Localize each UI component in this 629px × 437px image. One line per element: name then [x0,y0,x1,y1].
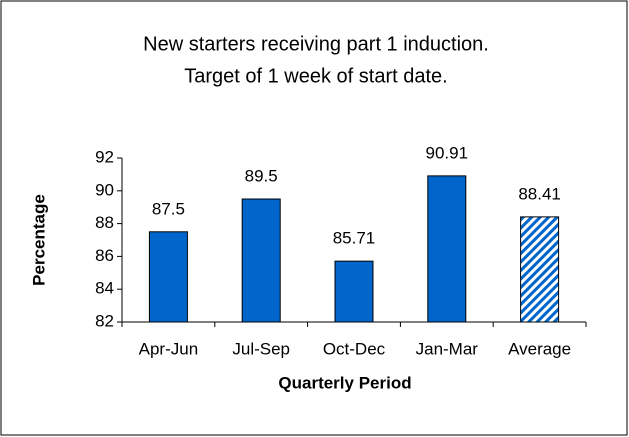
bar [148,231,188,323]
x-tick-label: Jul-Sep [232,339,290,358]
y-tick-label: 90 [95,180,114,199]
y-tick-label: 92 [95,147,114,166]
y-tick-label: 82 [95,311,114,330]
y-tick-label: 86 [95,246,114,265]
bar [520,216,560,323]
x-tick-label: Average [508,339,571,358]
x-tick-label: Oct-Dec [323,339,386,358]
y-tick-label: 84 [95,279,114,298]
bar [427,175,467,323]
data-label: 85.71 [333,229,376,248]
x-tick-label: Apr-Jun [139,339,199,358]
bar [334,260,374,323]
x-tick-label: Jan-Mar [416,339,479,358]
chart-title: Target of 1 week of start date. [184,65,447,87]
data-label: 88.41 [518,184,561,203]
x-axis-title: Quarterly Period [278,373,411,392]
y-axis-title: Percentage [29,194,48,286]
data-label: 90.91 [426,143,469,162]
y-tick-label: 88 [95,213,114,232]
data-label: 87.5 [152,199,185,218]
data-label: 89.5 [245,166,278,185]
bar [241,198,281,323]
chart-title: New starters receiving part 1 induction. [143,33,489,55]
